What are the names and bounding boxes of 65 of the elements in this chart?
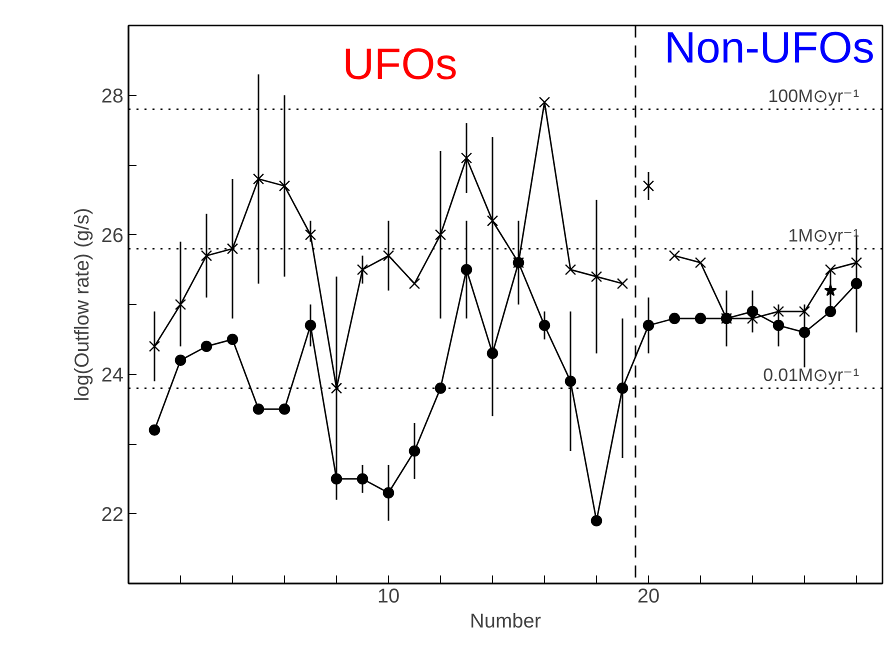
point <box>642 320 654 332</box>
x-axis-title: Number <box>470 610 542 632</box>
point <box>564 376 576 387</box>
point <box>538 96 550 108</box>
annotation: Non-UFOs <box>664 23 875 72</box>
point <box>746 306 758 318</box>
x-tick-label: 10 <box>377 586 400 608</box>
y-tick-label: 22 <box>101 504 124 526</box>
ref-line-label: 100M⊙yr⁻¹ <box>768 86 860 106</box>
y-tick-label: 26 <box>101 224 124 247</box>
ref-line-label: 1M⊙yr⁻¹ <box>788 226 860 246</box>
point <box>694 312 706 324</box>
point <box>434 229 446 240</box>
point <box>772 320 784 332</box>
point <box>330 382 342 394</box>
annotation: UFOs <box>342 40 458 90</box>
point <box>252 403 264 415</box>
point <box>616 278 628 290</box>
point <box>330 473 342 485</box>
point <box>174 354 186 366</box>
point <box>850 257 862 268</box>
x-tick-label: 20 <box>637 586 660 608</box>
point <box>850 278 862 290</box>
point <box>824 306 836 318</box>
point <box>538 320 550 332</box>
y-axis-title: log(Outflow rate) (g/s) <box>71 208 94 402</box>
point <box>590 271 602 282</box>
ref-line-label: 0.01M⊙yr⁻¹ <box>763 365 860 386</box>
point <box>668 250 680 262</box>
point <box>408 278 420 290</box>
point <box>226 334 238 346</box>
point <box>304 320 316 332</box>
point <box>252 173 264 185</box>
point <box>460 264 472 276</box>
point <box>824 284 837 296</box>
point <box>564 264 576 276</box>
point <box>200 250 212 262</box>
point <box>226 243 238 254</box>
point <box>486 215 498 226</box>
point <box>616 382 628 394</box>
point <box>200 340 212 352</box>
point <box>824 264 836 276</box>
point <box>382 250 394 262</box>
point <box>148 424 160 436</box>
point <box>356 264 368 276</box>
point <box>668 312 680 324</box>
point <box>278 403 290 415</box>
point <box>590 515 602 526</box>
point <box>148 340 160 352</box>
point <box>304 229 316 240</box>
point <box>174 298 186 310</box>
point <box>278 180 290 192</box>
point <box>694 257 706 268</box>
point <box>486 348 498 359</box>
point <box>434 382 446 394</box>
point <box>382 487 394 498</box>
y-tick-label: 28 <box>101 85 124 108</box>
y-tick-label: 24 <box>101 364 124 386</box>
point <box>408 445 420 457</box>
point <box>772 306 784 318</box>
point <box>798 326 810 338</box>
point <box>798 306 810 318</box>
point <box>356 473 368 485</box>
point <box>460 152 472 164</box>
point <box>642 180 654 192</box>
